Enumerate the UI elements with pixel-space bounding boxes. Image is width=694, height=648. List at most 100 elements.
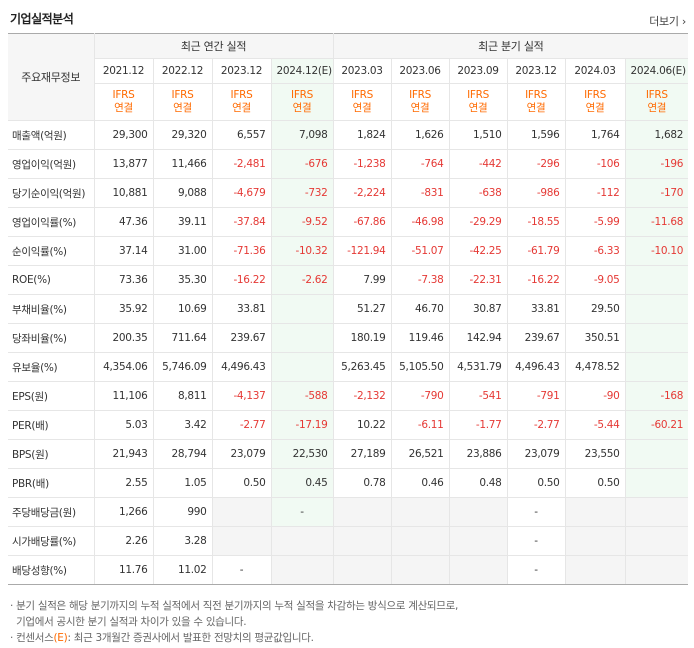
- row-label: 배당성향(%): [8, 556, 94, 585]
- table-row: PER(배) 5.03 3.42 -2.77 -17.19 10.22 -6.11 -1.77…: [8, 411, 688, 440]
- table-cell: -37.84: [212, 208, 271, 237]
- period-header: 2021.12: [94, 59, 153, 84]
- table-cell: -2.77: [507, 411, 565, 440]
- table-cell: 73.36: [94, 266, 153, 295]
- table-cell: 23,079: [507, 440, 565, 469]
- table-cell: 0.50: [507, 469, 565, 498]
- table-cell: -9.05: [565, 266, 625, 295]
- table-cell: -10.10: [625, 237, 688, 266]
- row-label: BPS(원): [8, 440, 94, 469]
- table-cell: 1,682: [625, 121, 688, 150]
- table-cell: 22,530: [271, 440, 333, 469]
- table-cell: -5.99: [565, 208, 625, 237]
- table-cell: 142.94: [449, 324, 507, 353]
- ifrs-header: IFRS 연결: [333, 84, 391, 121]
- table-cell: [625, 266, 688, 295]
- period-header: 2024.03: [565, 59, 625, 84]
- table-cell: 4,496.43: [212, 353, 271, 382]
- table-cell: [212, 498, 271, 527]
- consolidated-label: 연결: [277, 102, 328, 115]
- ifrs-label: IFRS: [159, 89, 207, 102]
- table-cell: [625, 324, 688, 353]
- table-cell: -2,224: [333, 179, 391, 208]
- table-cell: -9.52: [271, 208, 333, 237]
- table-cell: -121.94: [333, 237, 391, 266]
- table-cell: 1,596: [507, 121, 565, 150]
- table-cell: -764: [391, 150, 449, 179]
- table-cell: 37.14: [94, 237, 153, 266]
- table-cell: 26,521: [391, 440, 449, 469]
- period-header: 2024.12(E): [271, 59, 333, 84]
- table-cell: -588: [271, 382, 333, 411]
- table-cell: 3.42: [153, 411, 212, 440]
- table-cell: [333, 498, 391, 527]
- table-cell: [271, 324, 333, 353]
- table-cell: 8,811: [153, 382, 212, 411]
- row-label: EPS(원): [8, 382, 94, 411]
- table-cell: [212, 527, 271, 556]
- table-row: BPS(원) 21,943 28,794 23,079 22,530 27,189 26,5…: [8, 440, 688, 469]
- table-cell: -7.38: [391, 266, 449, 295]
- table-cell: [271, 556, 333, 585]
- table-cell: 239.67: [212, 324, 271, 353]
- table-cell: 23,079: [212, 440, 271, 469]
- table-cell: 990: [153, 498, 212, 527]
- table-cell: 5,263.45: [333, 353, 391, 382]
- table-cell: -4,679: [212, 179, 271, 208]
- table-cell: 3.28: [153, 527, 212, 556]
- table-cell: 4,478.52: [565, 353, 625, 382]
- more-link[interactable]: 더보기 ›: [649, 13, 686, 29]
- table-cell: [625, 498, 688, 527]
- more-label: 더보기: [649, 15, 678, 28]
- consolidated-label: 연결: [339, 102, 386, 115]
- table-cell: 0.50: [565, 469, 625, 498]
- ifrs-label: IFRS: [571, 89, 620, 102]
- table-cell: 35.30: [153, 266, 212, 295]
- table-cell: [625, 295, 688, 324]
- table-cell: 1,510: [449, 121, 507, 150]
- table-cell: 27,189: [333, 440, 391, 469]
- table-cell: -1,238: [333, 150, 391, 179]
- table-cell: 33.81: [507, 295, 565, 324]
- table-cell: -22.31: [449, 266, 507, 295]
- table-cell: -11.68: [625, 208, 688, 237]
- table-cell: 0.48: [449, 469, 507, 498]
- table-cell: 33.81: [212, 295, 271, 324]
- table-cell: -831: [391, 179, 449, 208]
- table-cell: 0.45: [271, 469, 333, 498]
- table-cell: 11.76: [94, 556, 153, 585]
- ifrs-header: IFRS 연결: [391, 84, 449, 121]
- table-cell: -112: [565, 179, 625, 208]
- table-cell: -170: [625, 179, 688, 208]
- table-cell: -51.07: [391, 237, 449, 266]
- table-cell: -2.77: [212, 411, 271, 440]
- table-cell: 31.00: [153, 237, 212, 266]
- table-cell: 35.92: [94, 295, 153, 324]
- table-cell: -: [507, 498, 565, 527]
- table-cell: [625, 556, 688, 585]
- ifrs-label: IFRS: [218, 89, 266, 102]
- ifrs-label: IFRS: [397, 89, 444, 102]
- ifrs-label: IFRS: [513, 89, 560, 102]
- footnote-text: : 최근 3개월간 증권사에서 발표한 전망치의 평균값입니다.: [67, 632, 313, 644]
- table-cell: 0.78: [333, 469, 391, 498]
- table-cell: -1.77: [449, 411, 507, 440]
- table-cell: -791: [507, 382, 565, 411]
- table-cell: 239.67: [507, 324, 565, 353]
- table-cell: 1.05: [153, 469, 212, 498]
- table-cell: 4,354.06: [94, 353, 153, 382]
- financial-summary-table: 주요재무정보 최근 연간 실적 최근 분기 실적 2021.12 2022.12 2…: [8, 33, 688, 585]
- row-label: PER(배): [8, 411, 94, 440]
- table-row: 영업이익률(%) 47.36 39.11 -37.84 -9.52 -67.86 -46.9…: [8, 208, 688, 237]
- row-label: 영업이익률(%): [8, 208, 94, 237]
- table-cell: 5,105.50: [391, 353, 449, 382]
- table-cell: [625, 527, 688, 556]
- table-cell: 39.11: [153, 208, 212, 237]
- footnotes: · 분기 실적은 해당 분기까지의 누적 실적에서 직전 분기까지의 누적 실적…: [10, 598, 680, 646]
- row-label: 영업이익(억원): [8, 150, 94, 179]
- ifrs-label: IFRS: [100, 89, 148, 102]
- footnote-text: · 컨센서스: [10, 632, 54, 644]
- table-cell: [333, 527, 391, 556]
- table-cell: 1,764: [565, 121, 625, 150]
- ifrs-header: IFRS 연결: [94, 84, 153, 121]
